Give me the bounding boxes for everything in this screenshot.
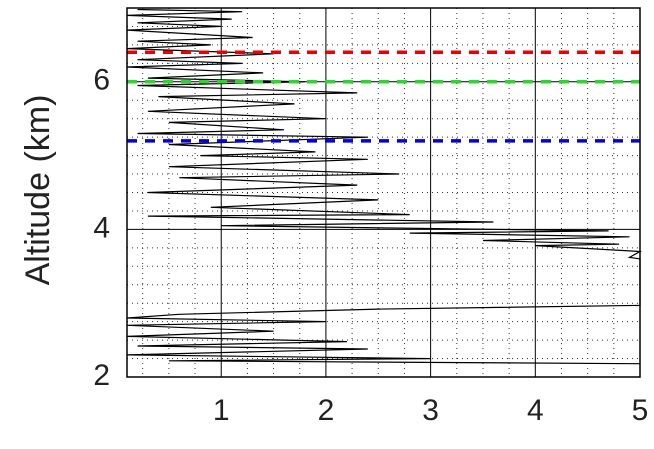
x-tick-label: 5 bbox=[632, 394, 649, 427]
x-tick-label: 1 bbox=[213, 394, 230, 427]
x-tick-label: 2 bbox=[318, 394, 335, 427]
data-line bbox=[126, 8, 643, 365]
y-tick-label: 2 bbox=[93, 359, 110, 392]
y-axis-label: Altitude (km) bbox=[19, 95, 57, 286]
y-tick-label: 6 bbox=[93, 64, 110, 97]
x-tick-label: 3 bbox=[422, 394, 439, 427]
y-tick-label: 4 bbox=[93, 211, 110, 244]
x-tick-label: 4 bbox=[527, 394, 544, 427]
plot-frame bbox=[126, 7, 641, 378]
